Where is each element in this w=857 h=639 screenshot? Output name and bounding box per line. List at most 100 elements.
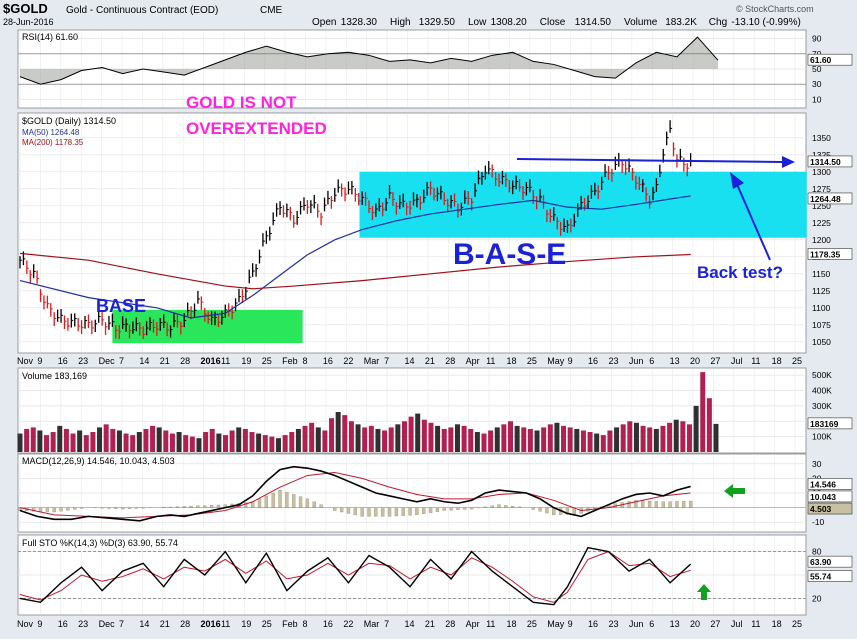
x-label-mid-33: 20 (690, 356, 700, 366)
volume-bar (395, 424, 401, 452)
volume-bar (680, 421, 686, 452)
macd-histogram-bar (251, 501, 255, 508)
volume-title: Volume 183,169 (22, 371, 87, 381)
volume-bar (673, 419, 679, 452)
macd-histogram-bar (278, 489, 282, 508)
x-label-bottom-11: 19 (241, 619, 251, 629)
macd-histogram-bar (401, 507, 405, 516)
x-label-bottom-37: 18 (772, 619, 782, 629)
macd-signal-last-value-box (807, 490, 853, 503)
macd-histogram-bar (271, 492, 275, 508)
volume-bar (607, 430, 613, 452)
macd-histogram-bar (449, 507, 453, 511)
volume-bar (401, 421, 407, 452)
back-test-arrowhead (730, 172, 744, 189)
x-label-bottom-31: 6 (649, 619, 654, 629)
volume-bar (24, 428, 30, 452)
macd-histogram-bar (66, 507, 70, 511)
volume-bar (295, 428, 301, 452)
volume-bar (196, 438, 202, 452)
x-label-bottom-5: 7 (119, 619, 124, 629)
macd-title: MACD(12,26,9) 14.546, 10.043, 4.503 (22, 456, 175, 466)
volume-bar (600, 435, 606, 452)
chart-date: 28-Jun-2016 (3, 17, 54, 27)
volume-bar (262, 435, 268, 452)
x-label-mid-13: Feb (282, 356, 298, 366)
volume-bar (614, 427, 620, 452)
price-tick-label-11: 1325 (812, 150, 831, 160)
volume-bar (527, 428, 533, 452)
volume-bar (554, 422, 560, 452)
volume-bar (169, 433, 175, 452)
volume-bar (448, 427, 454, 452)
volume-bar (70, 433, 76, 452)
ma50-last-value: 1264.48 (810, 194, 841, 204)
x-label-mid-14: 8 (303, 356, 308, 366)
macd-histogram-bar (312, 501, 316, 508)
x-label-mid-18: 7 (384, 356, 389, 366)
volume-bar (700, 372, 706, 452)
x-label-mid-36: 11 (751, 356, 760, 366)
ma200-legend: MA(200) 1178.35 (22, 138, 84, 147)
volume-bar (289, 432, 295, 452)
macd-histogram-bar (339, 507, 344, 513)
volume-bar (488, 430, 494, 452)
macd-histogram-bar (374, 507, 378, 517)
volume-bar (454, 424, 460, 452)
x-label-bottom-18: 7 (384, 619, 389, 629)
x-label-bottom-9: 2016 (201, 619, 221, 629)
rsi-tick-label-0: 10 (812, 94, 822, 104)
volume-bar (348, 421, 354, 452)
ohlc-label-5: Chg (709, 17, 727, 28)
volume-bar (189, 436, 195, 452)
macd-histogram-bar (203, 505, 207, 508)
x-label-bottom-15: 16 (323, 619, 333, 629)
volume-bar (163, 430, 169, 452)
volume-bar (150, 425, 156, 452)
volume-bar (183, 435, 189, 452)
volume-bar (627, 421, 633, 452)
macd-layer (18, 465, 806, 522)
macd-signal-last-value: 10.043 (810, 492, 836, 502)
stoch-tick-label-2: 80 (812, 547, 822, 557)
macd-histogram-bar (257, 498, 262, 508)
volume-bar (653, 428, 659, 452)
ma50-legend: MA(50) 1264.48 (22, 128, 80, 137)
ohlc-value-4: 183.2K (665, 17, 697, 28)
volume-tick-label-0: 100K (812, 432, 832, 442)
macd-histogram-bar (682, 501, 686, 508)
x-label-bottom-30: Jun (629, 619, 644, 629)
copyright-label: © StockCharts.com (736, 4, 814, 14)
x-label-mid-20: 21 (425, 356, 435, 366)
volume-bar (561, 425, 567, 452)
x-label-mid-3: 23 (78, 356, 88, 366)
x-label-bottom-16: 22 (343, 619, 353, 629)
macd-hist-last-value: 4.503 (810, 504, 832, 514)
volume-bar (713, 423, 719, 452)
ma200-last-value-box (807, 248, 853, 260)
x-label-bottom-34: 27 (710, 619, 720, 629)
x-label-bottom-17: Mar (364, 619, 380, 629)
volume-bar (136, 432, 142, 452)
volume-bar (269, 436, 275, 452)
annotation-base: BASE (96, 296, 146, 316)
macd-histogram-bar (654, 501, 659, 508)
macd-histogram-bar (497, 504, 501, 508)
x-label-bottom-14: 8 (303, 619, 308, 629)
ohlc-label-0: Open (312, 17, 336, 28)
x-label-bottom-28: 16 (588, 619, 598, 629)
volume-bar (428, 422, 434, 452)
price-layer (19, 120, 693, 339)
x-label-bottom-33: 20 (690, 619, 700, 629)
macd-line (19, 465, 691, 522)
back-test-arrow-line (735, 181, 771, 261)
macd-hist-last-value-box (807, 502, 853, 515)
x-label-mid-29: 23 (608, 356, 618, 366)
ma50-line (19, 195, 691, 319)
volume-bar (501, 424, 507, 452)
volume-bar (309, 422, 315, 452)
volume-bar (547, 424, 553, 452)
macd-histogram-bar (209, 505, 214, 508)
macd-histogram-bar (688, 500, 693, 508)
macd-histogram-bar (442, 507, 446, 511)
